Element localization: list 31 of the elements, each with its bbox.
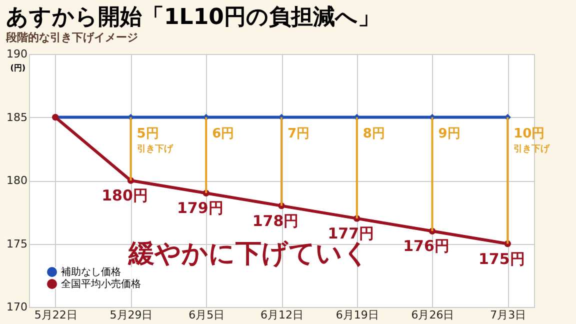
annotation: 7円 <box>288 126 310 142</box>
y-axis-title: (円) <box>10 64 26 72</box>
y-tick-label: 190 <box>6 48 28 60</box>
y-tick-label: 185 <box>6 110 28 124</box>
x-tick-label: 7月3日 <box>490 308 526 322</box>
annotation: 引き下げ <box>136 143 174 154</box>
x-tick-label: 6月19日 <box>336 308 379 322</box>
data-label: 178円 <box>252 212 299 230</box>
data-label: 176円 <box>403 237 450 256</box>
annotation: 9円 <box>438 126 460 142</box>
annotation: 引き下げ <box>514 143 551 154</box>
x-tick-label: 5月29日 <box>110 308 153 322</box>
x-tick-label: 5月22日 <box>34 308 78 322</box>
y-tick-label: 180 <box>6 174 28 187</box>
chart-subtitle: 段階的な引き下げイメージ <box>5 31 138 44</box>
chart-title: あすから開始「1L10円の負担減へ」 <box>6 5 380 30</box>
data-label: 179円 <box>176 199 224 218</box>
legend-label: 全国平均小売価格 <box>61 278 141 290</box>
y-tick-label: 170 <box>6 300 28 314</box>
data-label: 175円 <box>478 250 525 268</box>
annotation: 10円 <box>514 126 545 142</box>
annotation: 8円 <box>362 126 385 142</box>
annotation: 6円 <box>212 126 234 142</box>
x-tick-label: 6月26日 <box>411 308 454 322</box>
data-label: 180円 <box>102 186 148 204</box>
y-tick-label: 175 <box>6 237 28 250</box>
x-tick-label: 6月12日 <box>260 308 304 322</box>
x-tick-label: 6月5日 <box>188 308 225 322</box>
legend-label: 補助なし価格 <box>61 266 121 278</box>
annotation: 5円 <box>136 126 159 142</box>
data-label: 177円 <box>328 224 374 242</box>
